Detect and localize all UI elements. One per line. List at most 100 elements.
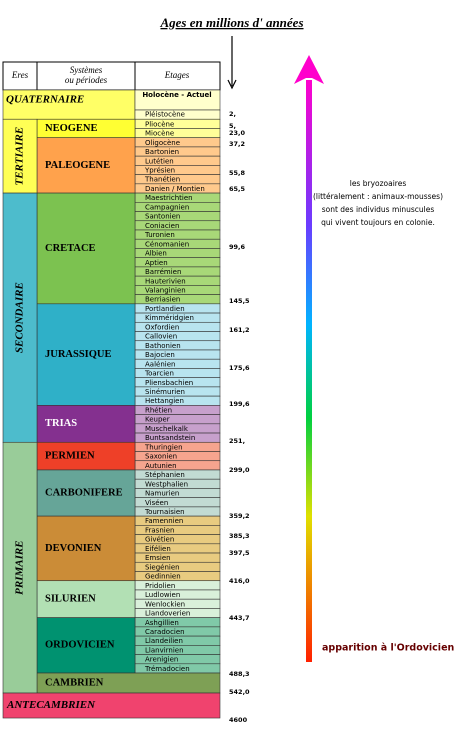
age: 251,: [229, 437, 245, 445]
era: PRIMAIRE: [14, 540, 26, 594]
stage: Holocène - Actuel: [142, 91, 211, 99]
stage: Pliensbachien: [145, 379, 193, 387]
stage: Pléistocène: [145, 111, 185, 119]
stage: Llanvirnien: [145, 646, 184, 654]
stage: Wenlockien: [145, 600, 185, 608]
age: 299,0: [229, 466, 250, 474]
stage: Namurien: [145, 490, 179, 498]
stage: Westphalien: [145, 480, 188, 488]
system-block: [36, 303, 136, 406]
era: TERTIAIRE: [14, 127, 26, 186]
age: 488,3: [229, 670, 250, 678]
age: 397,5: [229, 549, 250, 557]
header: [2, 61, 221, 91]
stage: Berriasien: [145, 296, 180, 304]
age: 161,2: [229, 326, 250, 334]
age: 416,0: [229, 577, 250, 585]
system: PALEOGENE: [45, 160, 110, 171]
system: DEVONIEN: [45, 543, 102, 554]
age: 23,0: [229, 129, 246, 137]
note: les bryozoaires (littéralement : animaux-…: [313, 179, 443, 227]
stage: Danien / Montien: [145, 185, 205, 193]
stage: Santonien: [145, 213, 180, 221]
stage: Ludlowien: [145, 591, 180, 599]
era: SECONDAIRE: [14, 282, 26, 353]
stage: Viséen: [145, 499, 168, 507]
header-eras: Eres: [11, 70, 29, 80]
system: CAMBRIEN: [45, 677, 104, 688]
age: 542,0: [229, 688, 250, 696]
stage: Gedinnien: [145, 573, 181, 581]
system: CARBONIFERE: [45, 487, 123, 498]
stage: Saxonien: [145, 453, 177, 461]
apparition: apparition à l'Ordovicien: [322, 643, 455, 654]
header-systems: Systèmes: [70, 65, 103, 75]
stage: Siegénien: [145, 563, 180, 571]
age: 37,2: [229, 140, 245, 148]
stage: Hettangien: [145, 397, 184, 405]
age: 55,8: [229, 169, 246, 177]
stage: Caradocien: [145, 628, 185, 636]
stage: Buntsandstein: [145, 434, 195, 442]
age: 199,6: [229, 400, 250, 408]
stage: Emsien: [145, 554, 171, 562]
system-block: [36, 617, 136, 674]
note-line: qui vivent toujours en colonie.: [321, 218, 435, 227]
stage: Sinémurien: [145, 388, 185, 396]
system-block: [36, 192, 136, 305]
system: CRETACE: [45, 243, 96, 254]
stage: Llandoverien: [145, 610, 190, 618]
system: ORDOVICIEN: [45, 640, 115, 651]
antecambrien-block: [2, 692, 221, 719]
header-systems: ou périodes: [65, 75, 108, 85]
note-line: les bryozoaires: [350, 179, 407, 188]
age: 443,7: [229, 614, 250, 622]
system-block: [36, 441, 136, 471]
stage: Keuper: [145, 416, 170, 424]
stage: Valanginien: [145, 286, 186, 294]
stage: Rhétien: [145, 406, 172, 414]
stage: Tournaisien: [144, 508, 185, 516]
stage: Thuringien: [144, 443, 183, 451]
stage: Callovien: [145, 333, 177, 341]
title: Ages en millions d' années: [159, 15, 303, 30]
stage: Arenigien: [145, 656, 178, 664]
stage: Aalénien: [145, 360, 175, 368]
age: 65,5: [229, 185, 246, 193]
stage: Famennien: [145, 517, 183, 525]
stage: Cénomanien: [145, 240, 189, 248]
stage: Coniacien: [145, 222, 179, 230]
header-stages: Etages: [164, 70, 190, 80]
time-table: QUATERNAIRE Holocène - Actuel Pléistocène P…: [2, 89, 250, 724]
system-block: [36, 469, 136, 517]
system: NEOGENE: [45, 123, 98, 134]
stage: Oxfordien: [145, 323, 179, 331]
age: 5,: [229, 122, 236, 130]
stage: Bartonien: [145, 148, 179, 156]
stage: Ashgillien: [145, 619, 179, 627]
stage: Muschelkalk: [145, 425, 189, 433]
age: 4600: [229, 716, 248, 724]
stage: Autunien: [145, 462, 177, 470]
system: TRIAS: [45, 418, 77, 429]
antecambrien: ANTECAMBRIEN: [6, 699, 96, 711]
stage: Portlandien: [145, 305, 185, 313]
stage: Albien: [145, 250, 167, 258]
stage: Maestrichtien: [145, 194, 193, 202]
stage: Yprésien: [144, 166, 175, 174]
stage: Campagnien: [145, 203, 189, 211]
stage: Aptien: [145, 259, 168, 267]
stage: Trémadocien: [144, 665, 190, 673]
stage: Stéphanien: [145, 471, 185, 479]
rainbow-arrow-head: [294, 55, 324, 84]
quaternaire: QUATERNAIRE: [6, 94, 84, 106]
stage: Kimméridgien: [145, 314, 194, 322]
system: JURASSIQUE: [45, 349, 112, 360]
age: 359,2: [229, 512, 250, 520]
age: 99,6: [229, 243, 246, 251]
stage: Barrémien: [145, 268, 181, 276]
stage: Pridolien: [145, 582, 175, 590]
age: 2,: [229, 110, 236, 118]
stage: Eifélien: [145, 545, 171, 553]
age: 145,5: [229, 297, 250, 305]
